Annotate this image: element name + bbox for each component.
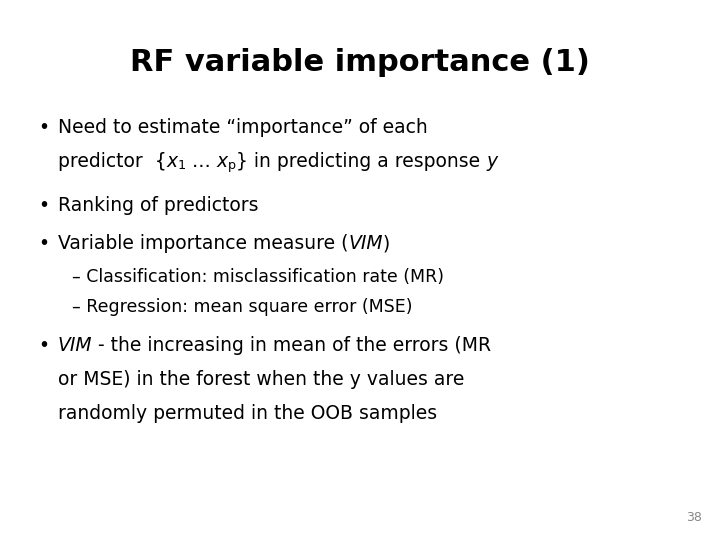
- Text: Need to estimate “importance” of each: Need to estimate “importance” of each: [58, 118, 428, 137]
- Text: •: •: [38, 336, 49, 355]
- Text: x: x: [217, 152, 228, 171]
- Text: } in predicting a response: } in predicting a response: [236, 152, 486, 171]
- Text: VIM: VIM: [58, 336, 92, 355]
- Text: – Classification: misclassification rate (MR): – Classification: misclassification rate…: [72, 268, 444, 286]
- Text: VIM: VIM: [348, 234, 383, 253]
- Text: •: •: [38, 118, 49, 137]
- Text: x: x: [167, 152, 178, 171]
- Text: Ranking of predictors: Ranking of predictors: [58, 196, 258, 215]
- Text: or MSE) in the forest when the y values are: or MSE) in the forest when the y values …: [58, 370, 464, 389]
- Text: p: p: [228, 159, 236, 172]
- Text: RF variable importance (1): RF variable importance (1): [130, 48, 590, 77]
- Text: y: y: [486, 152, 498, 171]
- Text: 38: 38: [686, 511, 702, 524]
- Text: ): ): [383, 234, 390, 253]
- Text: - the increasing in mean of the errors (MR: - the increasing in mean of the errors (…: [92, 336, 492, 355]
- Text: randomly permuted in the OOB samples: randomly permuted in the OOB samples: [58, 404, 437, 423]
- Text: – Regression: mean square error (MSE): – Regression: mean square error (MSE): [72, 298, 413, 316]
- Text: predictor  {: predictor {: [58, 152, 167, 171]
- Text: •: •: [38, 234, 49, 253]
- Text: Variable importance measure (: Variable importance measure (: [58, 234, 348, 253]
- Text: •: •: [38, 196, 49, 215]
- Text: 1: 1: [178, 159, 186, 172]
- Text: …: …: [186, 152, 217, 171]
